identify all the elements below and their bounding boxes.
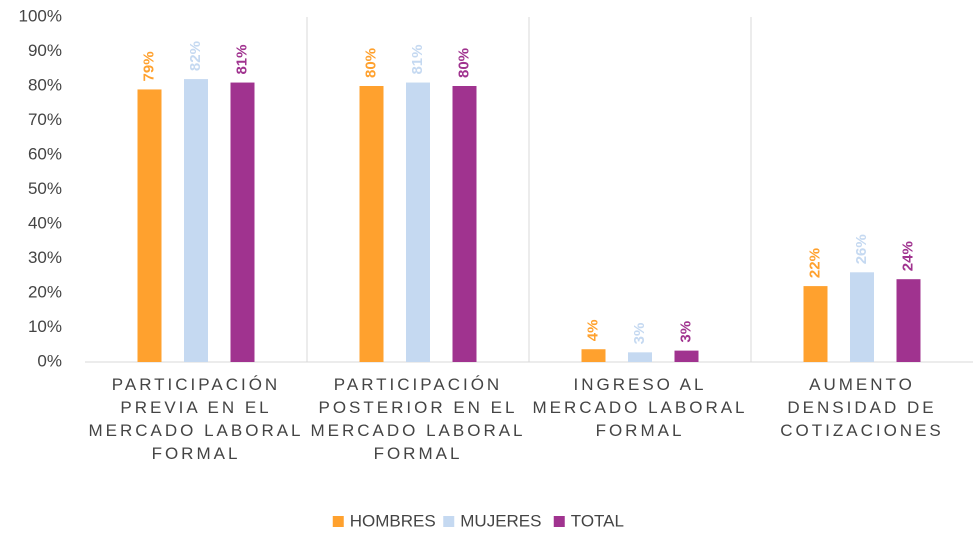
legend-swatch <box>443 516 455 527</box>
data-label: 24% <box>899 241 916 271</box>
legend-label: MUJERES <box>460 511 541 530</box>
data-label: 3% <box>631 323 648 345</box>
bar <box>137 89 162 362</box>
x-tick-label: PARTICIPACIÓN POSTERIOR EN EL MERCADO LA… <box>310 375 526 463</box>
bar <box>850 272 874 362</box>
y-tick-label: 50% <box>28 179 62 198</box>
y-tick-label: 60% <box>28 144 62 163</box>
x-tick-label: AUMENTO DENSIDAD DE COTIZACIONES <box>780 375 944 440</box>
y-tick-label: 10% <box>28 317 62 336</box>
legend-swatch <box>553 516 565 527</box>
x-tick-label: INGRESO AL MERCADO LABORAL FORMAL <box>532 375 748 440</box>
legend-swatch <box>332 516 344 527</box>
data-label: 81% <box>409 45 426 75</box>
data-label: 80% <box>362 48 379 78</box>
y-tick-label: 100% <box>19 6 62 25</box>
y-tick-label: 30% <box>28 248 62 267</box>
bar <box>803 286 828 362</box>
y-tick-label: 40% <box>28 213 62 232</box>
legend-label: HOMBRES <box>350 511 436 530</box>
bar <box>184 79 208 362</box>
y-tick-label: 20% <box>28 282 62 301</box>
data-label: 82% <box>187 41 204 71</box>
bar <box>406 82 430 363</box>
data-label: 26% <box>853 234 870 264</box>
legend-label: TOTAL <box>571 511 624 530</box>
y-tick-label: 80% <box>28 75 62 94</box>
y-tick-label: 0% <box>37 351 62 370</box>
bar <box>230 82 255 363</box>
data-label: 4% <box>584 320 601 342</box>
bar <box>674 350 699 362</box>
y-tick-label: 90% <box>28 41 62 60</box>
x-tick-label: PARTICIPACIÓN PREVIA EN EL MERCADO LABOR… <box>88 375 304 463</box>
data-label: 3% <box>677 321 694 343</box>
bar <box>628 352 652 362</box>
data-label: 79% <box>140 51 157 81</box>
bar <box>452 86 477 362</box>
y-tick-label: 70% <box>28 110 62 129</box>
bar <box>896 279 921 362</box>
data-label: 22% <box>806 248 823 278</box>
bar <box>581 349 606 362</box>
bar <box>359 86 384 362</box>
data-label: 81% <box>233 45 250 75</box>
data-label: 80% <box>455 48 472 78</box>
